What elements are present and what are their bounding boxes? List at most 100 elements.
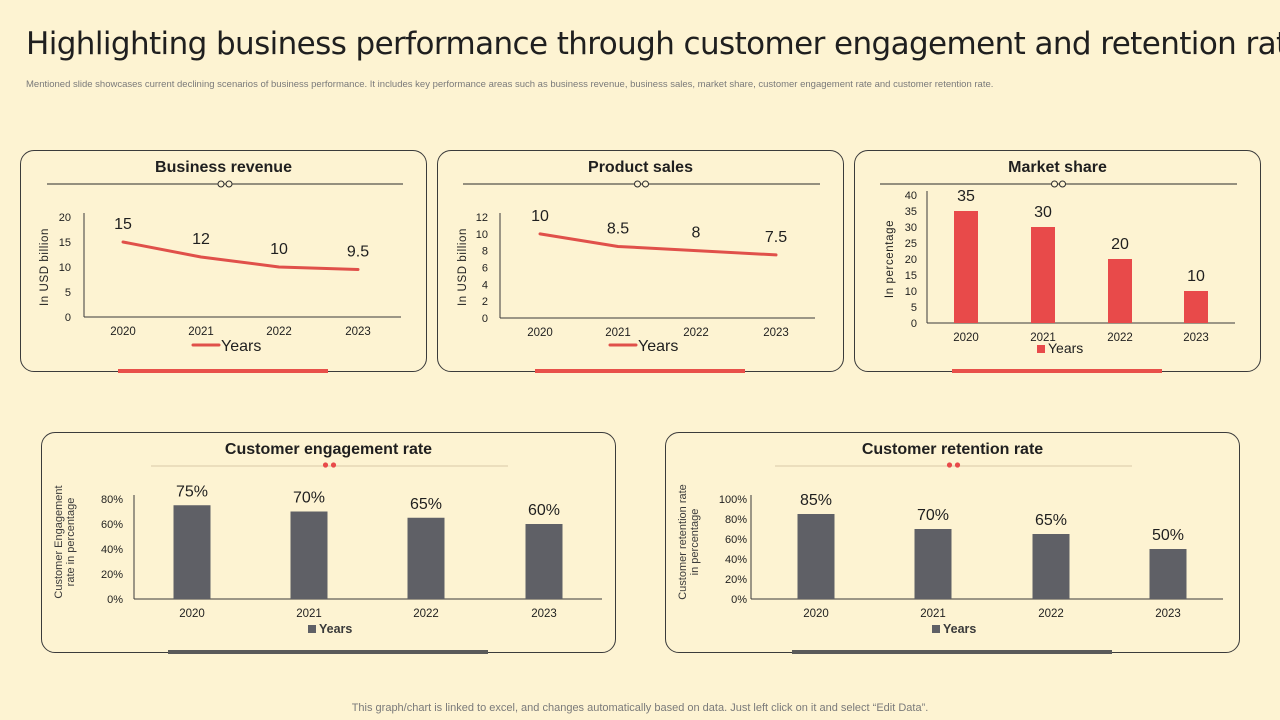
business-revenue-title: Business revenue: [155, 159, 292, 176]
x-tick-label: 2023: [345, 326, 371, 338]
y-tick-label: 10: [59, 262, 71, 274]
bar: [1184, 291, 1208, 323]
divider-dot-2: [954, 462, 961, 468]
y-tick-label: 20: [59, 212, 71, 224]
y-tick-label: 0%: [731, 594, 747, 606]
data-label: 8.5: [607, 220, 629, 237]
divider-dot-2: [225, 180, 233, 188]
data-label: 70%: [293, 490, 325, 507]
y-tick-label: 20%: [101, 569, 123, 581]
y-tick-label: 15: [59, 237, 71, 249]
y-tick-label: 10: [905, 286, 917, 298]
x-tick-label: 2022: [683, 327, 709, 339]
product-sales-chart[interactable]: 0 2 4 6 8 10 12 In USD billion 2020 2021 2022 2023 1…: [438, 151, 845, 373]
retention-accent-bar: [792, 650, 1112, 654]
bar: [914, 529, 952, 599]
y-tick-label: 25: [905, 238, 917, 250]
page-subtitle: Mentioned slide showcases current declin…: [26, 79, 994, 90]
x-tick-label: 2022: [1038, 608, 1064, 620]
bar: [1149, 549, 1187, 599]
y-tick-label: 40%: [725, 554, 747, 566]
data-label: 10: [1187, 268, 1205, 285]
x-tick-label: 2020: [110, 326, 136, 338]
y-tick-label: 0%: [107, 594, 123, 606]
business-revenue-card: Business revenue 0 5 10 15 20 In USD billion 2…: [20, 150, 427, 372]
data-label: 10: [531, 208, 549, 225]
y-axis-label-line-2: rate in percentage: [65, 498, 77, 587]
legend-label: Years: [638, 338, 678, 355]
legend-swatch: [308, 625, 316, 633]
y-tick-label: 15: [905, 270, 917, 282]
retention-chart[interactable]: 0% 20% 40% 60% 80% 100% Customer retention rat…: [666, 433, 1241, 654]
bar: [407, 517, 445, 599]
data-label: 9.5: [347, 244, 369, 261]
x-tick-label: 2021: [296, 608, 322, 620]
y-tick-label: 30: [905, 222, 917, 234]
bar: [797, 514, 835, 599]
data-label: 70%: [917, 507, 949, 524]
bar: [1032, 534, 1070, 599]
legend-label: Years: [943, 622, 976, 636]
divider-dot-1: [946, 462, 953, 468]
x-tick-label: 2021: [1030, 332, 1056, 344]
data-label: 10: [270, 241, 288, 258]
y-tick-label: 20: [905, 254, 917, 266]
engagement-chart[interactable]: 0% 20% 40% 60% 80% Customer Engagement rate in…: [42, 433, 617, 654]
retention-card: Customer retention rate 0% 20% 40% 60% 80% 10…: [665, 432, 1240, 653]
x-tick-label: 2020: [179, 608, 205, 620]
y-tick-label: 4: [482, 279, 488, 291]
divider-dot-1: [634, 180, 641, 188]
bar: [954, 211, 978, 323]
y-tick-label: 80%: [101, 494, 123, 506]
legend-label: Years: [221, 338, 261, 355]
y-tick-label: 35: [905, 206, 917, 218]
y-tick-label: 12: [476, 212, 488, 224]
y-tick-label: 40%: [101, 544, 123, 556]
y-tick-label: 2: [482, 296, 488, 308]
y-tick-label: 6: [482, 263, 488, 275]
x-tick-label: 2022: [1107, 332, 1133, 344]
divider-dot-2: [1059, 180, 1066, 188]
x-tick-label: 2021: [920, 608, 946, 620]
data-label: 75%: [176, 483, 208, 500]
divider-dot-1: [217, 180, 225, 188]
data-label: 50%: [1152, 527, 1184, 544]
divider-dot-1: [1051, 180, 1058, 188]
y-axis-label: In USD billion: [457, 228, 469, 306]
y-axis-label: In USD billion: [39, 228, 51, 306]
y-tick-label: 5: [65, 287, 71, 299]
business-revenue-chart[interactable]: 0 5 10 15 20 In USD billion 2020 2021 2022 2023 15…: [21, 151, 428, 373]
x-tick-label: 2022: [266, 326, 292, 338]
x-tick-label: 2020: [527, 327, 553, 339]
data-label: 8: [692, 225, 701, 242]
data-label: 20: [1111, 236, 1129, 253]
y-tick-label: 0: [65, 312, 71, 324]
footer-note: This graph/chart is linked to excel, and…: [351, 702, 929, 714]
y-axis-label-line-1: Customer Engagement: [53, 485, 65, 598]
product-sales-title: Product sales: [588, 159, 693, 176]
y-tick-label: 10: [476, 229, 488, 241]
data-label: 65%: [1035, 512, 1067, 529]
engagement-card: Customer engagement rate 0% 20% 40% 60% 80% C…: [41, 432, 616, 653]
y-tick-label: 20%: [725, 574, 747, 586]
engagement-title: Customer engagement rate: [224, 441, 433, 458]
retention-title: Customer retention rate: [861, 441, 1044, 458]
data-label: 85%: [800, 492, 832, 509]
legend-label: Years: [1048, 340, 1083, 356]
x-tick-label: 2021: [188, 326, 214, 338]
y-tick-label: 5: [911, 302, 917, 314]
legend-swatch: [1037, 345, 1045, 353]
x-tick-label: 2023: [531, 608, 557, 620]
y-tick-label: 60%: [725, 534, 747, 546]
market-share-title: Market share: [1008, 159, 1107, 176]
business-revenue-accent-bar: [118, 369, 328, 373]
data-label: 7.5: [765, 229, 787, 246]
market-share-card: Market share 0 5 10 15 20 25 30 35 40 In percenta…: [854, 150, 1261, 372]
market-share-accent-bar: [952, 369, 1162, 373]
series-line: [538, 232, 778, 257]
legend-swatch: [932, 625, 940, 633]
bar: [525, 524, 563, 599]
data-label: 30: [1034, 204, 1052, 221]
x-tick-label: 2020: [803, 608, 829, 620]
